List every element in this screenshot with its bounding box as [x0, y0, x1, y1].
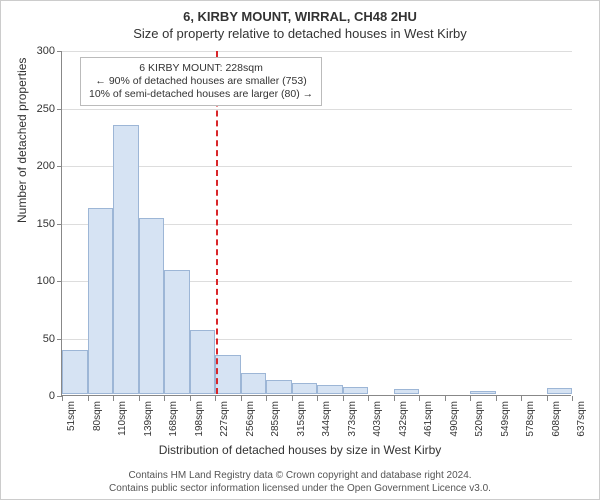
x-axis-label: Distribution of detached houses by size … [1, 443, 599, 457]
x-tick-label: 80sqm [92, 401, 103, 431]
footer-line1: Contains HM Land Registry data © Crown c… [1, 470, 599, 483]
histogram-bar [266, 380, 292, 394]
annotation-line: ← 90% of detached houses are smaller (75… [89, 75, 313, 88]
x-tick-mark [547, 396, 548, 401]
x-tick-label: 198sqm [194, 401, 205, 437]
x-tick-label: 227sqm [219, 401, 230, 437]
histogram-bar [113, 125, 139, 394]
grid-line [62, 51, 572, 52]
grid-line [62, 166, 572, 167]
y-tick-label: 0 [15, 390, 55, 402]
x-tick-label: 344sqm [321, 401, 332, 437]
histogram-bar [317, 385, 343, 394]
x-tick-label: 256sqm [245, 401, 256, 437]
x-tick-mark [394, 396, 395, 401]
annotation-line: 10% of semi-detached houses are larger (… [89, 88, 313, 101]
histogram-bar [139, 218, 165, 394]
plot-area: 05010015020025030051sqm80sqm110sqm139sqm… [61, 51, 571, 396]
histogram-bar [190, 330, 216, 394]
title-block: 6, KIRBY MOUNT, WIRRAL, CH48 2HU Size of… [1, 1, 599, 43]
x-tick-label: 461sqm [423, 401, 434, 437]
y-tick-mark [57, 224, 62, 225]
histogram-bar [88, 208, 114, 394]
y-tick-mark [57, 281, 62, 282]
annotation-line: 6 KIRBY MOUNT: 228sqm [89, 62, 313, 75]
histogram-bar [62, 350, 88, 394]
y-tick-label: 200 [15, 160, 55, 172]
y-tick-label: 50 [15, 333, 55, 345]
histogram-bar [470, 391, 496, 394]
x-tick-mark [139, 396, 140, 401]
y-tick-mark [57, 166, 62, 167]
x-tick-label: 403sqm [372, 401, 383, 437]
grid-line [62, 109, 572, 110]
y-tick-mark [57, 339, 62, 340]
plot-canvas: 05010015020025030051sqm80sqm110sqm139sqm… [61, 51, 571, 396]
histogram-bar [547, 388, 573, 394]
x-tick-label: 51sqm [66, 401, 77, 431]
x-tick-label: 373sqm [347, 401, 358, 437]
y-tick-label: 300 [15, 45, 55, 57]
y-tick-mark [57, 109, 62, 110]
x-tick-mark [317, 396, 318, 401]
x-tick-label: 490sqm [449, 401, 460, 437]
x-tick-label: 139sqm [143, 401, 154, 437]
x-tick-label: 549sqm [500, 401, 511, 437]
x-tick-mark [368, 396, 369, 401]
title-address: 6, KIRBY MOUNT, WIRRAL, CH48 2HU [1, 9, 599, 26]
x-tick-label: 285sqm [270, 401, 281, 437]
x-tick-mark [62, 396, 63, 401]
x-tick-mark [164, 396, 165, 401]
x-tick-mark [215, 396, 216, 401]
x-tick-mark [419, 396, 420, 401]
x-tick-label: 608sqm [551, 401, 562, 437]
y-axis-label: Number of detached properties [15, 58, 29, 223]
x-tick-label: 520sqm [474, 401, 485, 437]
histogram-bar [241, 373, 267, 394]
x-tick-mark [241, 396, 242, 401]
x-tick-mark [521, 396, 522, 401]
histogram-bar [215, 355, 241, 394]
annotation-box: 6 KIRBY MOUNT: 228sqm← 90% of detached h… [80, 57, 322, 106]
x-tick-mark [343, 396, 344, 401]
x-tick-label: 168sqm [168, 401, 179, 437]
footer-line2: Contains public sector information licen… [1, 483, 599, 496]
x-tick-label: 110sqm [117, 401, 128, 436]
x-tick-mark [266, 396, 267, 401]
x-tick-mark [445, 396, 446, 401]
y-tick-label: 150 [15, 218, 55, 230]
x-tick-mark [113, 396, 114, 401]
x-tick-mark [496, 396, 497, 401]
footer: Contains HM Land Registry data © Crown c… [1, 470, 599, 495]
x-tick-label: 637sqm [576, 401, 587, 437]
title-subtitle: Size of property relative to detached ho… [1, 26, 599, 43]
histogram-bar [164, 270, 190, 394]
x-tick-mark [470, 396, 471, 401]
histogram-bar [394, 389, 420, 394]
chart-container: 6, KIRBY MOUNT, WIRRAL, CH48 2HU Size of… [0, 0, 600, 500]
y-tick-label: 250 [15, 103, 55, 115]
x-tick-mark [572, 396, 573, 401]
x-tick-mark [190, 396, 191, 401]
histogram-bar [292, 383, 318, 395]
y-tick-mark [57, 51, 62, 52]
x-tick-label: 578sqm [525, 401, 536, 437]
x-tick-label: 432sqm [398, 401, 409, 437]
x-tick-mark [292, 396, 293, 401]
x-tick-mark [88, 396, 89, 401]
y-tick-label: 100 [15, 275, 55, 287]
x-tick-label: 315sqm [296, 401, 307, 437]
histogram-bar [343, 387, 369, 394]
